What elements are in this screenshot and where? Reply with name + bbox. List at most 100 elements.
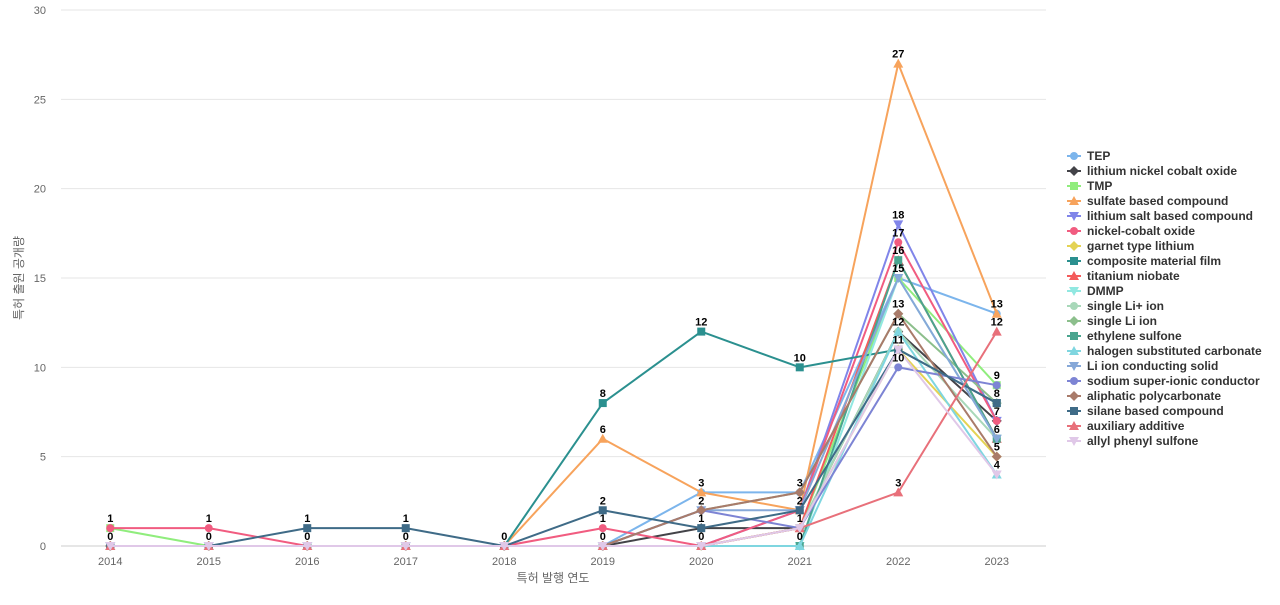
legend-marker [1070, 152, 1078, 160]
data-point [794, 524, 805, 534]
data-label: 1 [206, 513, 212, 525]
data-label: 13 [991, 299, 1003, 311]
data-label: 0 [501, 531, 507, 543]
legend-label: nickel-cobalt oxide [1087, 224, 1195, 238]
legend-marker [1070, 332, 1078, 340]
legend-item[interactable]: titanium niobate [1067, 269, 1180, 283]
legend-marker [1070, 182, 1078, 190]
data-label: 2 [797, 495, 803, 507]
x-axis-title: 특허 발행 연도 [517, 570, 590, 585]
data-label: 0 [304, 531, 310, 543]
legend-item[interactable]: single Li+ ion [1067, 299, 1164, 313]
data-label: 15 [892, 263, 904, 275]
legend-marker [1070, 227, 1078, 235]
series-lithium-salt-based-compound [105, 220, 1002, 551]
data-label: 1 [797, 513, 803, 525]
legend-label: garnet type lithium [1087, 239, 1194, 253]
legend-marker [1069, 196, 1079, 205]
legend-marker [1069, 212, 1079, 221]
data-label: 3 [698, 477, 704, 489]
legend-label: allyl phenyl sulfone [1087, 434, 1199, 448]
legend-label: DMMP [1087, 284, 1124, 298]
legend-item[interactable]: lithium salt based compound [1067, 209, 1253, 223]
series-line [109, 348, 998, 547]
legend-item[interactable]: TMP [1067, 179, 1112, 193]
data-label: 1 [403, 513, 409, 525]
data-label: 4 [994, 460, 1001, 472]
data-label: 0 [107, 531, 113, 543]
legend-item[interactable]: single Li ion [1067, 314, 1157, 328]
data-label: 0 [206, 531, 212, 543]
data-label: 6 [994, 424, 1000, 436]
legend-item[interactable]: sulfate based compound [1067, 194, 1228, 208]
data-point [597, 433, 608, 443]
x-tick-label: 2014 [98, 556, 122, 568]
data-point [302, 542, 313, 551]
legend-label: ethylene sulfone [1087, 329, 1182, 343]
legend-item[interactable]: TEP [1067, 149, 1110, 163]
legend-item[interactable]: sodium super-ionic conductor [1067, 374, 1260, 388]
legend-marker [1070, 377, 1078, 385]
legend-item[interactable]: Li ion conducting solid [1067, 359, 1218, 373]
data-label: 13 [892, 299, 904, 311]
data-point [598, 399, 607, 408]
data-point [696, 505, 707, 516]
y-tick-label: 10 [34, 362, 46, 374]
legend-item[interactable]: aliphatic polycarbonate [1067, 389, 1221, 403]
legend-item[interactable]: allyl phenyl sulfone [1067, 434, 1199, 448]
data-label: 3 [797, 477, 803, 489]
data-point [303, 524, 312, 533]
data-label: 10 [892, 352, 904, 364]
x-tick-label: 2018 [492, 556, 516, 568]
data-label: 6 [600, 424, 606, 436]
legend-item[interactable]: composite material film [1067, 254, 1221, 268]
data-label: 0 [403, 531, 409, 543]
data-label: 5 [994, 442, 1000, 454]
legend-item[interactable]: auxiliary additive [1067, 419, 1185, 433]
data-label: 2 [698, 495, 704, 507]
series-line [109, 223, 998, 547]
data-point [400, 542, 411, 551]
legend-item[interactable]: ethylene sulfone [1067, 329, 1182, 343]
x-tick-label: 2016 [295, 556, 319, 568]
legend-item[interactable]: halogen substituted carbonate [1067, 344, 1262, 358]
data-point [105, 542, 116, 551]
legend-marker [1070, 302, 1078, 310]
data-point [992, 399, 1001, 408]
gridlines [61, 9, 1046, 547]
data-label: 1 [698, 513, 704, 525]
data-point [894, 256, 903, 265]
legend-item[interactable]: lithium nickel cobalt oxide [1067, 164, 1237, 178]
data-label: 2 [600, 495, 606, 507]
data-label: 8 [994, 388, 1000, 400]
data-point [401, 524, 410, 533]
data-point [697, 327, 706, 336]
y-tick-label: 30 [34, 5, 46, 17]
data-point [106, 524, 115, 533]
data-label: 1 [600, 513, 606, 525]
data-label: 11 [892, 334, 904, 346]
legend-label: aliphatic polycarbonate [1087, 389, 1221, 403]
legend-label: TEP [1087, 149, 1110, 163]
legend-label: sodium super-ionic conductor [1087, 374, 1260, 388]
x-tick-label: 2023 [985, 556, 1009, 568]
y-tick-label: 25 [34, 94, 46, 106]
data-point [893, 345, 904, 355]
y-axis-title: 특허 출원 공개량 [12, 236, 26, 320]
series-titanium-niobate [105, 255, 1002, 550]
legend-item[interactable]: silane based compound [1067, 404, 1224, 418]
x-tick-label: 2021 [788, 556, 812, 568]
data-label: 12 [695, 317, 707, 329]
legend-item[interactable]: DMMP [1067, 284, 1124, 298]
data-point [992, 381, 1001, 390]
data-label: 16 [892, 245, 904, 257]
legend-item[interactable]: garnet type lithium [1067, 239, 1194, 253]
legend-item[interactable]: nickel-cobalt oxide [1067, 224, 1195, 238]
data-point [991, 326, 1002, 336]
data-label: 12 [892, 317, 904, 329]
y-tick-label: 5 [40, 452, 46, 464]
legend-label: auxiliary additive [1087, 419, 1185, 433]
